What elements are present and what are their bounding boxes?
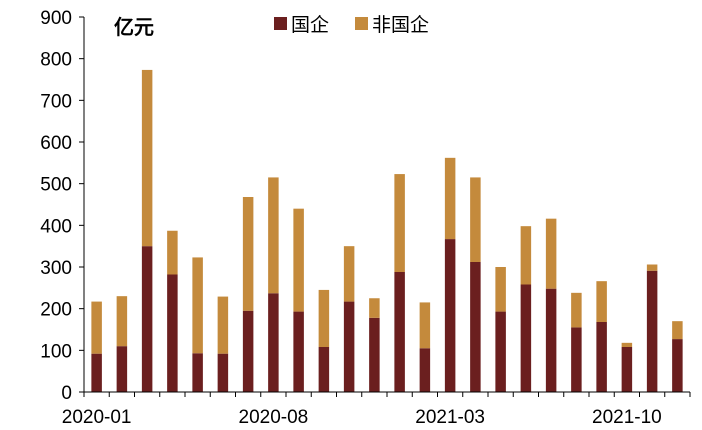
bar-segment-non-soe <box>293 208 304 312</box>
bar-segment-soe <box>318 347 330 392</box>
bar-segment-non-soe <box>545 218 557 289</box>
bar-segment-non-soe <box>495 267 506 312</box>
legend: 国企 非国企 <box>274 14 429 36</box>
bar-segment-soe <box>141 246 153 392</box>
x-axis: 2020-01 2020-08 2021-03 2021-10 <box>62 391 691 428</box>
y-axis: 0 100 200 300 400 500 600 700 800 900 <box>40 8 85 404</box>
x-tick-label: 2021-03 <box>415 407 485 428</box>
bar-segment-soe <box>91 353 102 392</box>
bar-segment-non-soe <box>520 226 532 285</box>
bar-segment-non-soe <box>91 301 102 354</box>
y-tick-label: 700 <box>40 91 72 112</box>
bar-segment-non-soe <box>318 289 330 347</box>
bar-segment-non-soe <box>470 177 481 262</box>
bar-segment-non-soe <box>444 157 456 240</box>
bar-segment-soe <box>672 339 683 392</box>
bar-segment-non-soe <box>217 296 229 354</box>
y-tick-label: 900 <box>40 8 72 29</box>
unit-label: 亿元 <box>114 15 154 39</box>
bar-segment-non-soe <box>646 264 658 271</box>
bar-segment-soe <box>343 301 355 392</box>
y-tick-label: 600 <box>40 133 72 154</box>
legend-swatch-soe <box>274 17 287 30</box>
bar-segment-soe <box>268 293 279 392</box>
bar-segment-soe <box>369 317 380 392</box>
bar-segment-non-soe <box>419 302 431 349</box>
bar-segment-soe <box>571 327 582 392</box>
legend-swatch-non-soe <box>355 17 368 30</box>
x-tick-label: 2020-08 <box>239 407 309 428</box>
bar-segment-soe <box>293 311 304 392</box>
bar-segment-non-soe <box>192 257 203 354</box>
bar-segment-non-soe <box>343 246 355 302</box>
bar-segment-soe <box>192 353 203 392</box>
x-tick-label: 2020-01 <box>62 407 132 428</box>
y-tick-label: 0 <box>61 383 72 404</box>
legend-label-soe: 国企 <box>291 14 329 36</box>
bar-segment-non-soe <box>167 230 178 275</box>
bar-segment-soe <box>520 284 532 392</box>
bar-segment-non-soe <box>394 174 405 272</box>
bar-segment-soe <box>116 346 128 392</box>
y-tick-label: 200 <box>40 300 72 321</box>
bar-segment-non-soe <box>621 342 633 347</box>
bar-segment-soe <box>470 262 481 392</box>
x-tick-label: 2021-10 <box>592 407 662 428</box>
y-tick-label: 800 <box>40 50 72 71</box>
bar-segment-soe <box>596 322 607 392</box>
bars <box>91 69 683 392</box>
y-tick-label: 500 <box>40 175 72 196</box>
y-tick-label: 300 <box>40 258 72 279</box>
bar-segment-soe <box>419 348 431 392</box>
bar-segment-non-soe <box>369 298 380 318</box>
bar-segment-non-soe <box>141 69 153 247</box>
bar-segment-non-soe <box>571 292 582 328</box>
bar-segment-soe <box>167 274 178 392</box>
bar-segment-soe <box>646 270 658 392</box>
y-tick-label: 400 <box>40 216 72 237</box>
bar-segment-soe <box>495 311 506 392</box>
legend-label-non-soe: 非国企 <box>372 14 429 36</box>
bar-segment-non-soe <box>242 197 254 311</box>
bar-segment-soe <box>217 353 229 392</box>
bar-segment-soe <box>621 347 633 392</box>
y-tick-label: 100 <box>40 341 72 362</box>
bar-segment-soe <box>394 272 405 392</box>
bar-segment-soe <box>444 239 456 392</box>
bar-segment-soe <box>545 288 557 392</box>
bar-segment-non-soe <box>116 296 128 347</box>
bar-segment-non-soe <box>268 177 279 294</box>
bar-segment-non-soe <box>596 281 607 322</box>
bar-segment-soe <box>242 310 254 392</box>
bar-segment-non-soe <box>672 321 683 340</box>
